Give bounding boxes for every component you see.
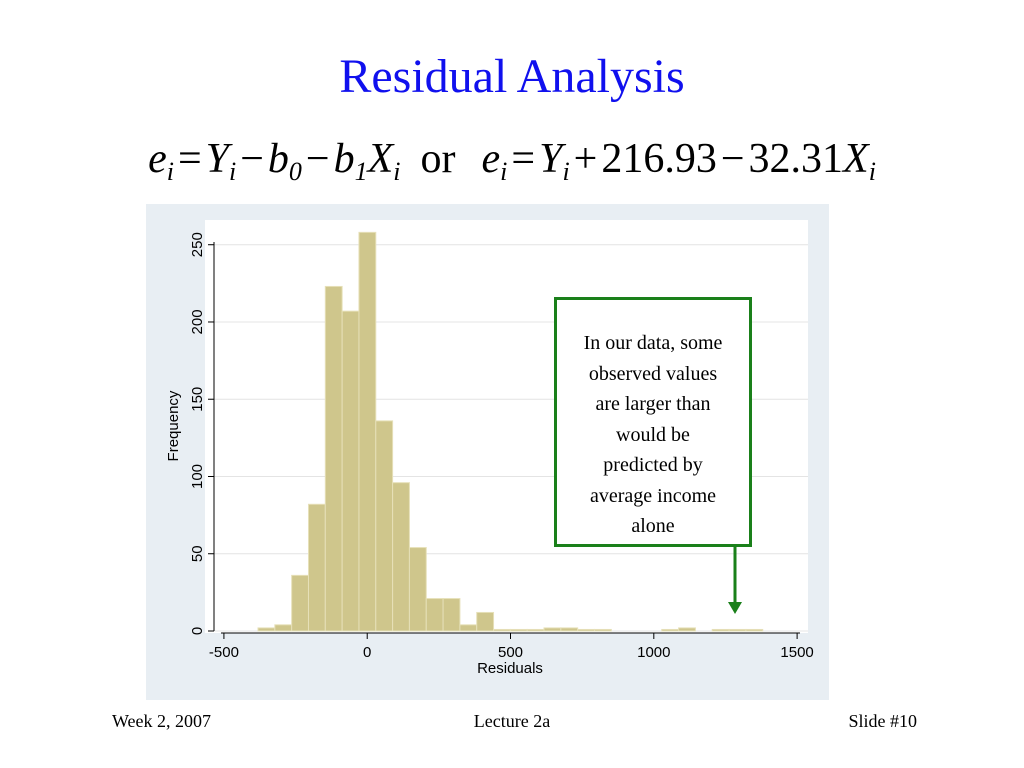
bar [408,547,427,632]
formula-symbol: b [267,136,289,182]
formula-term: b0 [267,136,302,186]
formula-subscript: i [393,157,401,186]
bar [274,624,293,632]
formula-symbol: = [511,136,536,182]
formula-symbol: 32.31 [748,136,844,182]
x-tick-label: -500 [209,644,239,661]
y-tick-label: 150 [189,387,206,412]
formula-subscript: i [562,157,570,186]
bar [577,628,595,632]
formula-symbol: b [333,136,355,182]
bar [442,598,461,632]
bar [459,624,478,632]
x-axis-label: Residuals [477,660,543,677]
annotation-line: In our data, some [583,332,723,354]
formula-symbol: − [240,136,264,182]
bar [678,627,696,632]
formula-symbol: or [420,136,456,182]
bar [526,628,545,632]
formula-term: 216.93 [601,136,717,182]
bar [375,420,394,632]
bar [392,482,410,632]
formula-term: ei [148,136,174,186]
annotation-box: In our data, some observed values are larg… [554,297,752,547]
formula-term: − [306,136,330,182]
formula-subscript: 1 [354,157,368,186]
formula-term: Xi [843,136,876,186]
bar [728,628,747,632]
annotation-line: alone [631,515,675,537]
bar [358,231,377,632]
formula-term: 32.31 [749,136,844,182]
formula-symbol: Y [539,136,563,182]
formula-subscript: i [500,157,508,186]
y-tick-label: 200 [189,309,206,334]
formula-term: Yi [539,136,570,186]
bar [593,628,612,632]
bar [661,628,680,632]
formula-symbol: e [481,136,501,182]
annotation-line: predicted by [603,454,703,476]
formula-term: = [178,136,202,182]
x-tick-label: 1500 [780,644,813,661]
formula-term: Yi [205,136,237,186]
formula-symbol: + [573,136,598,182]
arrow-head [728,602,742,614]
bar [711,628,730,632]
formula-symbol: e [148,136,167,182]
bar [425,598,444,632]
bar [745,628,764,632]
footer-left: Week 2, 2007 [112,711,211,731]
y-tick-label: 50 [189,545,206,562]
formula-term: + [574,136,598,182]
bar [291,574,309,632]
slide-title: Residual Analysis [339,50,684,103]
x-tick-label: 1000 [637,644,670,661]
formula-term: − [721,136,745,182]
bar [341,310,360,632]
annotation-line: are larger than [595,393,711,415]
formula: ei=Yi−b0−b1Xi or ei=Yi+216.93−32.31Xi [0,135,1024,187]
formula-symbol: X [367,136,394,182]
y-axis-label: Frequency [165,390,182,461]
x-tick-label: 0 [363,644,371,661]
formula-term: b1 [333,136,368,186]
annotation-line: average income [589,484,717,507]
formula-subscript: 0 [288,157,302,186]
formula-symbol: − [305,136,330,182]
y-tick-label: 0 [189,627,206,635]
formula-subscript: i [868,157,876,186]
y-tick-label: 250 [189,232,206,257]
bar [257,627,276,632]
bar [324,285,343,632]
formula-symbol: Y [205,136,229,182]
formula-symbol: − [720,136,745,182]
formula-term: or [421,136,456,182]
formula-term: − [240,136,264,182]
formula-term: Xi [367,136,401,186]
bar [509,628,528,632]
formula-symbol: X [843,136,869,182]
x-tick-label: 500 [498,644,523,661]
formula-subscript: i [229,157,237,186]
formula-symbol: 216.93 [601,136,717,182]
bar [543,627,562,632]
y-tick-label: 100 [189,464,206,489]
formula-symbol: = [177,136,202,182]
formula-term: ei [481,136,508,186]
annotation-line: observed values [588,362,718,385]
bar [476,611,495,632]
footer-right: Slide #10 [848,711,917,731]
formula-subscript: i [166,157,174,186]
annotation-line: would be [616,423,690,446]
formula-term: = [511,136,535,182]
bar [307,503,326,632]
bar [560,627,579,632]
footer-center: Lecture 2a [474,711,550,731]
bar [493,628,511,632]
